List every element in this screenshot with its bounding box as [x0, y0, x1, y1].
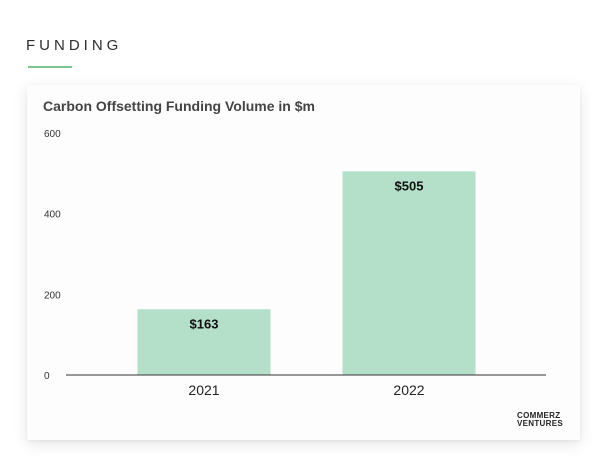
x-tick-label: 2022	[393, 382, 424, 398]
chart-card	[27, 85, 580, 440]
x-tick-label: 2021	[188, 382, 219, 398]
y-tick-label: 0	[44, 371, 50, 382]
y-tick-label: 400	[44, 210, 61, 221]
chart-title: Carbon Offsetting Funding Volume in $m	[43, 98, 315, 114]
section-title-underline	[28, 66, 72, 68]
bar	[137, 309, 271, 375]
data-label: $163	[190, 316, 219, 331]
data-label: $505	[395, 178, 424, 193]
commerz-ventures-logo: COMMERZ VENTURES	[517, 412, 563, 428]
bar	[342, 171, 476, 375]
section-title: FUNDING	[26, 37, 123, 54]
y-tick-label: 600	[44, 129, 61, 140]
logo-line-2: VENTURES	[517, 419, 563, 428]
y-tick-label: 200	[44, 290, 61, 301]
logo-line-1: COMMERZ	[517, 411, 561, 420]
